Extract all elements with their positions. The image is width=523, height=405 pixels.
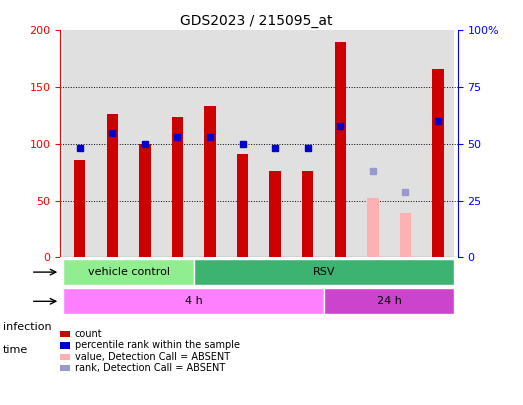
- Bar: [63, 288, 324, 314]
- Text: infection: infection: [3, 322, 51, 332]
- Bar: [324, 288, 454, 314]
- Bar: [129, 30, 161, 258]
- Bar: [302, 171, 313, 258]
- Text: 24 h: 24 h: [377, 296, 402, 306]
- Bar: [259, 30, 291, 258]
- Bar: [269, 171, 281, 258]
- Text: RSV: RSV: [313, 267, 335, 277]
- Bar: [335, 42, 346, 258]
- Bar: [172, 117, 183, 258]
- Bar: [389, 30, 422, 258]
- Text: percentile rank within the sample: percentile rank within the sample: [75, 341, 240, 350]
- Bar: [139, 144, 151, 258]
- Bar: [433, 69, 444, 258]
- Bar: [107, 114, 118, 258]
- Bar: [237, 154, 248, 258]
- Bar: [96, 30, 129, 258]
- Bar: [291, 30, 324, 258]
- Bar: [367, 198, 379, 258]
- Bar: [324, 30, 357, 258]
- Bar: [204, 107, 215, 258]
- Text: time: time: [3, 345, 28, 355]
- Bar: [63, 30, 96, 258]
- Text: rank, Detection Call = ABSENT: rank, Detection Call = ABSENT: [75, 363, 225, 373]
- Bar: [63, 259, 194, 285]
- Bar: [357, 30, 389, 258]
- Bar: [74, 160, 85, 258]
- Bar: [422, 30, 454, 258]
- Text: vehicle control: vehicle control: [87, 267, 169, 277]
- Bar: [194, 30, 226, 258]
- Text: 4 h: 4 h: [185, 296, 202, 306]
- Bar: [226, 30, 259, 258]
- Bar: [161, 30, 194, 258]
- Bar: [194, 259, 454, 285]
- Text: GDS2023 / 215095_at: GDS2023 / 215095_at: [180, 14, 333, 28]
- Text: value, Detection Call = ABSENT: value, Detection Call = ABSENT: [75, 352, 230, 362]
- Bar: [400, 213, 411, 258]
- Text: count: count: [75, 329, 103, 339]
